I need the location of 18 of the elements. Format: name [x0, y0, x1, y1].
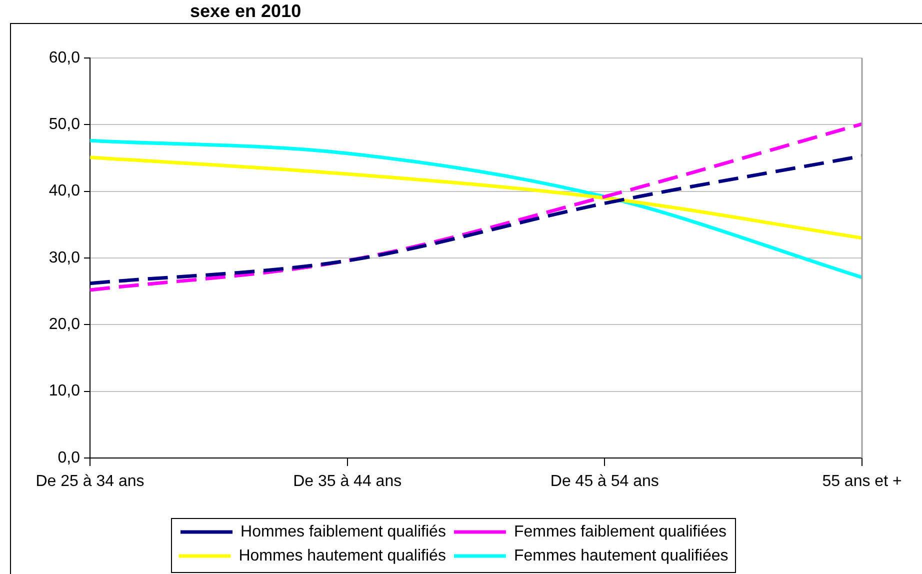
line-series	[88, 156, 864, 240]
y-tick-label: 0,0	[58, 449, 80, 466]
y-tick-label: 40,0	[48, 182, 80, 200]
legend-label: Femmes hautement qualifiées	[514, 547, 728, 564]
y-tick-label: 10,0	[48, 382, 80, 400]
legend-label: Hommes hautement qualifiés	[238, 547, 446, 564]
x-tick-label: De 25 à 34 ans	[36, 473, 144, 490]
y-tick-label: 50,0	[48, 116, 80, 134]
chart-title: sexe en 2010	[190, 1, 302, 21]
x-tick-label: De 45 à 54 ans	[550, 473, 659, 490]
y-tick-label: 30,0	[48, 249, 80, 266]
x-tick-label: De 35 à 44 ans	[293, 473, 402, 490]
legend-label: Femmes faiblement qualifiées	[514, 523, 726, 540]
line-series	[88, 122, 864, 292]
x-tick-label: 55 ans et +	[822, 473, 902, 490]
y-tick-label: 60,0	[48, 49, 80, 66]
legend-label: Hommes faiblement qualifiés	[240, 523, 446, 540]
y-tick-label: 20,0	[48, 316, 80, 334]
